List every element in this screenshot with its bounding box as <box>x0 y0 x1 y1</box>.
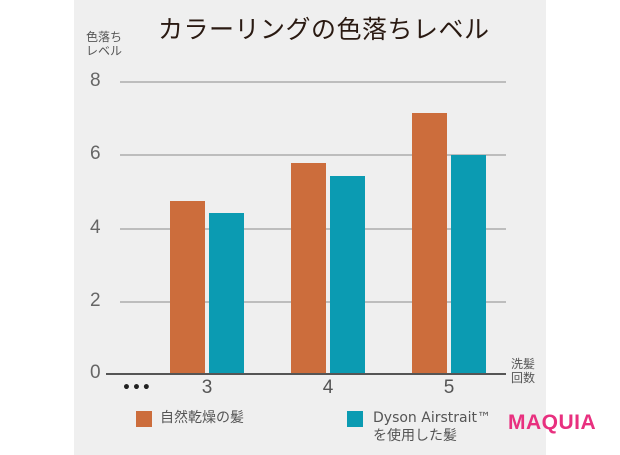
y-axis-label-line2: レベル <box>86 44 123 58</box>
bar-dyson-5 <box>451 155 486 374</box>
y-axis-label: 色落ち レベル <box>86 30 122 58</box>
x-tick-5: 5 <box>443 377 455 398</box>
y-tick-4: 4 <box>90 217 101 238</box>
bar-natural-3 <box>170 201 205 374</box>
chart-title: カラーリングの色落ちレベル <box>158 15 490 44</box>
x-axis-label-line1: 洗髪 <box>511 357 536 371</box>
legend-label-dyson: Dyson Airstrait™ を使用した髪 <box>373 409 491 445</box>
legend-swatch-natural <box>136 411 152 427</box>
y-tick-8: 8 <box>90 70 101 91</box>
y-axis-label-line1: 色落ち <box>86 30 123 44</box>
legend-label-dyson-line1: Dyson Airstrait™ <box>373 410 491 426</box>
x-tick-4: 4 <box>322 377 334 398</box>
legend-label-dyson-line2: を使用した髪 <box>373 428 457 444</box>
x-axis-label: 洗髪 回数 <box>511 357 535 385</box>
gridline-6 <box>120 154 506 156</box>
bar-dyson-3 <box>209 213 244 374</box>
gridline-8 <box>120 81 506 83</box>
y-tick-6: 6 <box>90 143 101 164</box>
x-axis-label-line2: 回数 <box>511 371 536 385</box>
y-tick-2: 2 <box>90 290 101 311</box>
maquia-logo: MAQUIA <box>508 411 597 434</box>
legend-swatch-dyson <box>347 411 363 427</box>
x-axis-line <box>106 373 506 375</box>
x-axis-ellipsis: ••• <box>122 380 152 396</box>
x-tick-3: 3 <box>201 377 213 398</box>
bar-natural-5 <box>412 113 447 374</box>
bar-natural-4 <box>291 163 326 374</box>
bar-dyson-4 <box>330 176 365 374</box>
y-tick-0: 0 <box>90 362 101 383</box>
legend-label-natural: 自然乾燥の髪 <box>160 410 244 426</box>
